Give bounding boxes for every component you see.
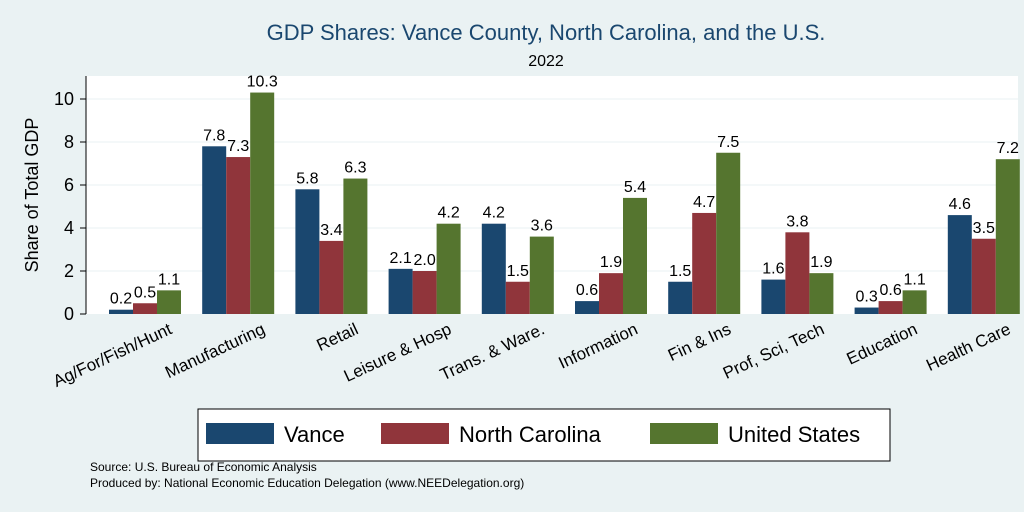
data-label: 2.0 xyxy=(413,252,435,269)
bar xyxy=(599,273,623,314)
bar xyxy=(250,92,275,314)
y-tick-label: 8 xyxy=(64,132,74,152)
data-label: 1.9 xyxy=(810,254,832,271)
source-note: Source: U.S. Bureau of Economic Analysis xyxy=(90,460,317,474)
bar xyxy=(947,215,972,314)
bar xyxy=(878,301,903,314)
x-tick-label: Fin & Ins xyxy=(665,319,734,365)
y-tick-label: 2 xyxy=(64,261,74,281)
data-label: 4.7 xyxy=(693,194,715,211)
data-label: 2.1 xyxy=(389,250,411,267)
y-tick-label: 0 xyxy=(64,304,74,324)
legend-swatch xyxy=(650,423,718,444)
data-label: 1.6 xyxy=(762,261,784,278)
bar xyxy=(133,303,157,314)
data-label: 0.6 xyxy=(879,282,901,299)
data-label: 1.5 xyxy=(507,263,529,280)
data-label: 3.5 xyxy=(973,220,995,237)
data-label: 0.6 xyxy=(576,282,598,299)
bar xyxy=(902,290,927,314)
bar xyxy=(412,271,437,314)
data-label: 10.3 xyxy=(247,74,278,91)
bar xyxy=(202,146,227,314)
data-label: 0.5 xyxy=(134,284,156,301)
bar xyxy=(226,157,251,314)
x-tick-label: Prof, Sci, Tech xyxy=(720,319,827,382)
chart-title: GDP Shares: Vance County, North Carolina… xyxy=(267,20,826,45)
data-label: 7.8 xyxy=(203,127,225,144)
legend-swatch xyxy=(206,423,274,444)
bar xyxy=(692,212,717,314)
data-label: 3.8 xyxy=(786,213,808,230)
data-label: 4.6 xyxy=(949,196,971,213)
bar xyxy=(505,281,530,314)
data-label: 4.2 xyxy=(483,205,505,222)
bar xyxy=(157,290,181,314)
bar xyxy=(529,236,554,314)
y-tick-label: 4 xyxy=(64,218,74,238)
y-axis-label: Share of Total GDP xyxy=(22,118,42,273)
x-tick-label: Leisure & Hosp xyxy=(341,319,454,385)
data-label: 7.3 xyxy=(227,138,249,155)
chart-subtitle: 2022 xyxy=(528,53,564,70)
data-label: 7.2 xyxy=(997,140,1019,157)
data-label: 0.2 xyxy=(110,291,132,308)
bar xyxy=(623,197,647,314)
x-tick-label: Manufacturing xyxy=(162,319,268,382)
bar xyxy=(761,279,786,314)
bar xyxy=(809,273,834,314)
data-label: 1.9 xyxy=(600,254,622,271)
y-tick-label: 10 xyxy=(54,89,74,109)
data-label: 1.1 xyxy=(158,271,180,288)
data-label: 3.4 xyxy=(320,222,342,239)
bar xyxy=(481,223,506,314)
x-tick-label: Information xyxy=(556,319,641,372)
bar xyxy=(343,178,368,314)
bar xyxy=(995,159,1020,314)
data-label: 7.5 xyxy=(717,134,739,151)
data-label: 0.3 xyxy=(855,289,877,306)
x-tick-label: Health Care xyxy=(923,319,1013,375)
legend-swatch xyxy=(381,423,449,444)
bar xyxy=(785,232,810,314)
data-label: 3.6 xyxy=(531,218,553,235)
produced-by-note: Produced by: National Economic Education… xyxy=(90,476,525,490)
x-tick-label: Retail xyxy=(314,319,361,355)
y-axis-ticks: 0 2 4 6 8 10 xyxy=(54,89,86,324)
x-tick-label: Education xyxy=(844,319,921,368)
legend-label: North Carolina xyxy=(459,422,602,447)
data-label: 1.1 xyxy=(903,271,925,288)
legend-items: Vance North Carolina United States xyxy=(206,422,860,447)
bar xyxy=(854,307,879,314)
data-label: 1.5 xyxy=(669,263,691,280)
bar xyxy=(388,268,413,314)
data-label: 5.8 xyxy=(296,170,318,187)
bar xyxy=(109,309,133,314)
bars xyxy=(109,92,1020,314)
x-tick-label: Trans. & Ware. xyxy=(437,319,547,384)
legend-label: United States xyxy=(728,422,860,447)
bar xyxy=(575,301,599,314)
bar xyxy=(319,240,344,314)
bar xyxy=(668,281,693,314)
bar xyxy=(971,238,996,314)
bar xyxy=(716,152,741,314)
legend-label: Vance xyxy=(284,422,345,447)
bar xyxy=(436,223,461,314)
data-labels: 0.2 7.8 5.8 2.1 4.2 0.6 1.5 1.6 0.3 4.6 0.5 7.3 3.4 2… xyxy=(110,74,1019,308)
data-label: 5.4 xyxy=(624,179,646,196)
data-label: 6.3 xyxy=(344,160,366,177)
y-tick-label: 6 xyxy=(64,175,74,195)
x-tick-label: Ag/For/Fish/Hunt xyxy=(50,319,175,391)
bar xyxy=(295,189,320,314)
data-label: 4.2 xyxy=(437,205,459,222)
legend xyxy=(197,408,891,462)
